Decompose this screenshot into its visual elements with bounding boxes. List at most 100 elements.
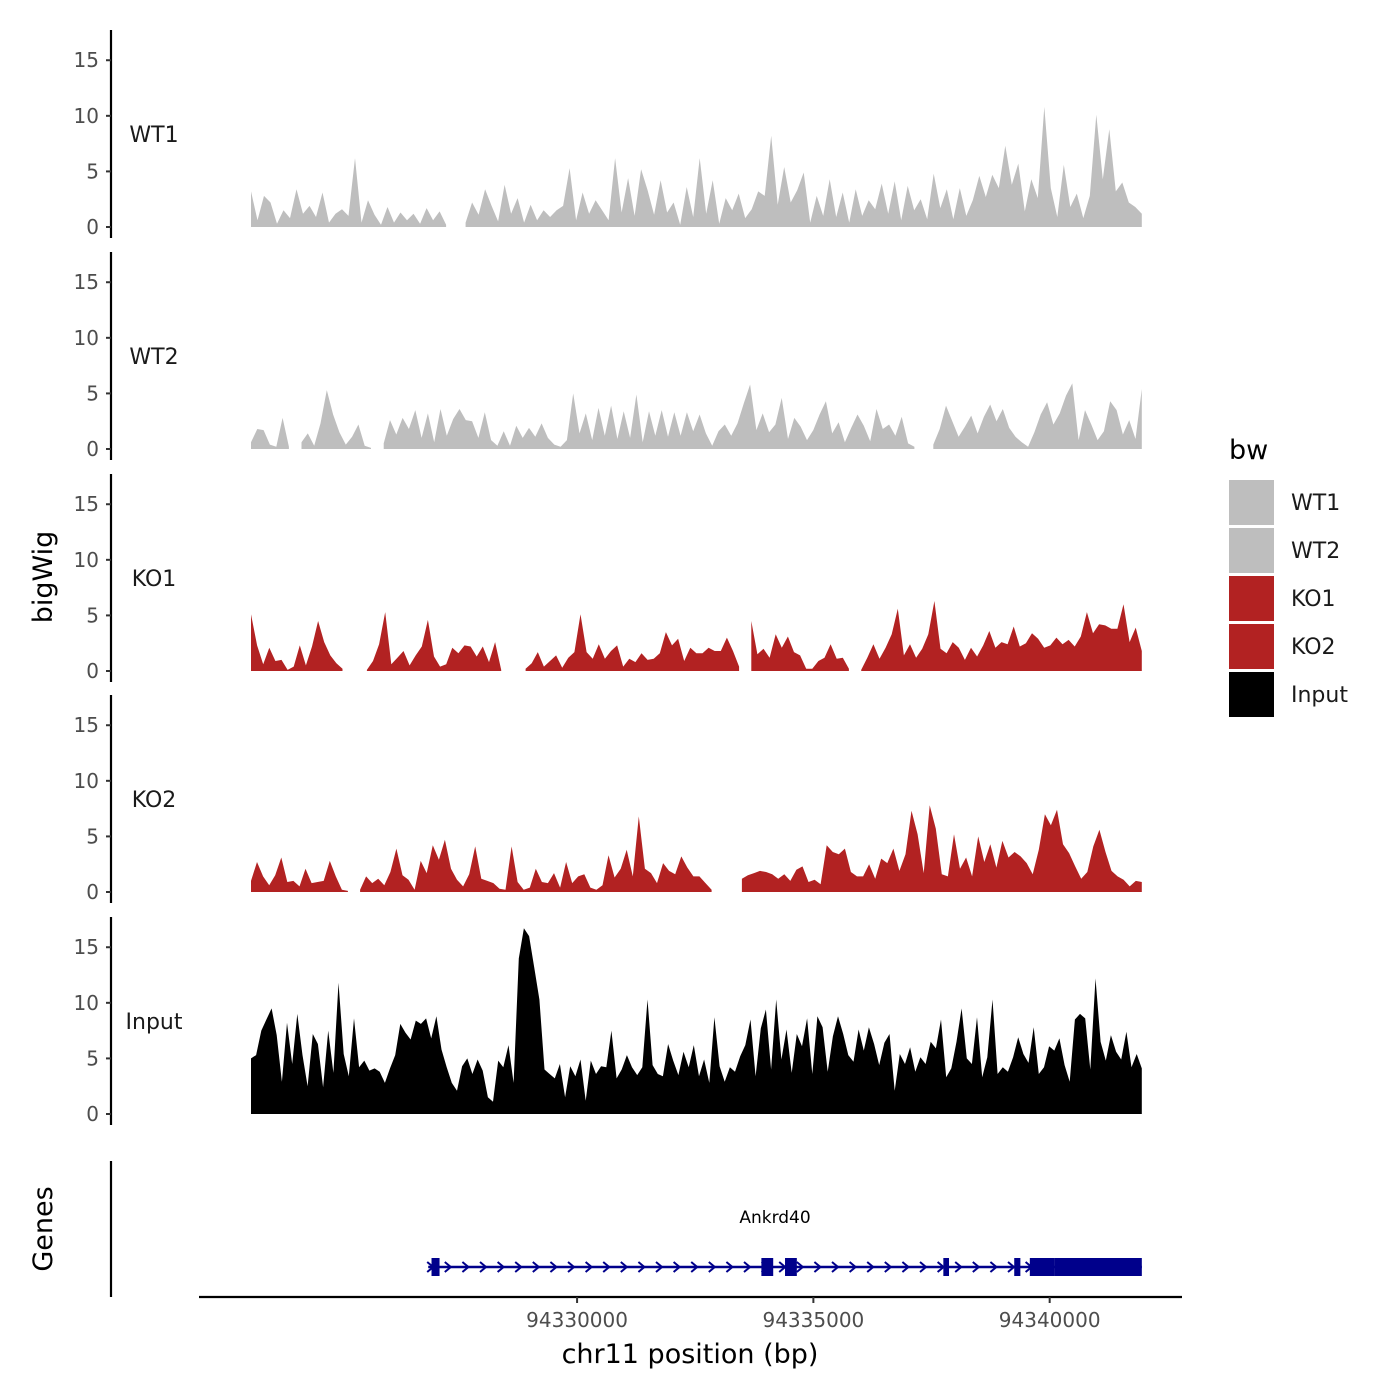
genes-panel: Genes Ankrd40: [28, 1161, 1142, 1297]
track-label: WT2: [129, 345, 178, 370]
legend-label: WT2: [1291, 539, 1340, 564]
strand-arrow: [620, 1261, 629, 1273]
legend-item-wt1: WT1: [1229, 480, 1340, 525]
track-label: WT1: [129, 123, 178, 148]
legend-title: bw: [1229, 435, 1268, 466]
strand-arrow: [848, 1261, 858, 1273]
legend-swatch: [1229, 672, 1274, 717]
coverage-area-ko2: [360, 816, 712, 892]
strand-arrow: [1007, 1261, 1016, 1273]
track-wt1: 0 5 10 15 WT1: [74, 30, 1142, 239]
strand-arrow: [972, 1261, 981, 1273]
legend-label: KO1: [1291, 587, 1336, 612]
strand-arrow: [602, 1261, 611, 1273]
legend-swatch: [1229, 528, 1274, 573]
y-tick-label: 0: [86, 215, 99, 239]
strand-arrow: [655, 1261, 664, 1273]
strand-arrow: [831, 1261, 840, 1273]
coverage-tracks: 0 5 10 15 WT1 0 5 10 15 WT2 0 5 10 15 KO1 0 5 10 15 KO2 0 5 10…: [74, 30, 1142, 1126]
strand-arrow: [532, 1261, 541, 1273]
strand-arrow: [514, 1261, 523, 1273]
y-tick-label: 10: [74, 991, 99, 1015]
y-tick-label: 10: [74, 548, 99, 572]
gene-exon: [1029, 1258, 1055, 1276]
strand-arrow: [725, 1261, 734, 1273]
strand-arrow: [461, 1261, 470, 1273]
y-tick-label: 5: [86, 824, 99, 848]
y-tick-label: 15: [74, 935, 99, 959]
legend-item-ko2: KO2: [1229, 624, 1336, 669]
x-ticks: 94330000 94335000 94340000: [526, 1297, 1101, 1332]
coverage-area-wt1: [251, 158, 447, 227]
strand-arrow: [672, 1261, 682, 1273]
coverage-area-wt1: [465, 106, 1142, 227]
x-axis: 94330000 94335000 94340000 chr11 position …: [199, 1295, 1182, 1370]
gene-exon: [943, 1258, 950, 1276]
strand-arrow: [919, 1261, 928, 1273]
y-tick-label: 10: [74, 326, 99, 350]
legend-swatch: [1229, 624, 1274, 669]
gene-exon: [1014, 1258, 1021, 1276]
legend-item-input: Input: [1229, 672, 1348, 717]
legend-label: KO2: [1291, 635, 1336, 660]
strand-arrow: [866, 1261, 875, 1273]
gene-exon: [1054, 1258, 1142, 1276]
strand-arrow: [901, 1261, 910, 1273]
strand-arrow: [549, 1261, 558, 1273]
y-axis-title: bigWig: [28, 531, 59, 624]
legend-item-wt2: WT2: [1229, 528, 1340, 573]
track-ko2: 0 5 10 15 KO2: [74, 695, 1142, 904]
y-tick-label: 5: [86, 381, 99, 405]
track-label: Input: [126, 1010, 183, 1035]
strand-arrow: [743, 1261, 752, 1273]
strand-arrow: [690, 1261, 699, 1273]
legend-swatch: [1229, 576, 1274, 621]
gene-label: Ankrd40: [739, 1208, 810, 1228]
coverage-area-ko1: [251, 614, 343, 671]
track-ko1: 0 5 10 15 KO1: [74, 474, 1142, 683]
strand-arrow: [637, 1261, 646, 1273]
legend: bw WT1 WT2 KO1 KO2 Input: [1229, 435, 1348, 717]
legend-label: WT1: [1291, 491, 1340, 516]
x-axis-title: chr11 position (bp): [562, 1339, 819, 1370]
legend-items: WT1 WT2 KO1 KO2 Input: [1229, 480, 1348, 717]
strand-arrow: [884, 1261, 893, 1273]
gene-exon: [785, 1258, 797, 1276]
track-label: KO1: [132, 567, 177, 592]
strand-arrow: [989, 1261, 998, 1273]
legend-swatch: [1229, 480, 1274, 525]
y-tick-label: 10: [74, 769, 99, 793]
gene-exon: [431, 1258, 440, 1276]
y-tick-label: 15: [74, 492, 99, 516]
strand-arrow: [708, 1261, 717, 1273]
y-tick-label: 0: [86, 1102, 99, 1126]
genes-title: Genes: [28, 1186, 59, 1271]
coverage-area-ko2: [741, 805, 1142, 892]
strand-arrow: [479, 1261, 488, 1273]
y-tick-label: 0: [86, 880, 99, 904]
coverage-area-ko1: [366, 612, 502, 671]
coverage-area-ko2: [251, 857, 348, 892]
y-tick-label: 0: [86, 437, 99, 461]
y-tick-label: 5: [86, 159, 99, 183]
coverage-area-input: [251, 928, 1142, 1114]
coverage-area-ko1: [525, 614, 740, 671]
gene-models: Ankrd40: [426, 1208, 1142, 1276]
strand-arrow: [584, 1261, 594, 1273]
strand-arrow: [567, 1261, 576, 1273]
coverage-area-wt2: [251, 417, 289, 449]
gene-ankrd40: Ankrd40: [426, 1208, 1142, 1276]
x-tick-label: 94330000: [526, 1308, 628, 1332]
coverage-area-wt2: [933, 383, 1142, 449]
gene-exon: [761, 1258, 774, 1276]
y-tick-label: 15: [74, 48, 99, 72]
legend-item-ko1: KO1: [1229, 576, 1336, 621]
coverage-area-ko1: [751, 621, 849, 671]
coverage-area-ko1: [861, 601, 1142, 671]
y-tick-label: 5: [86, 603, 99, 627]
coverage-area-wt2: [383, 384, 915, 449]
track-label: KO2: [132, 788, 177, 813]
y-tick-label: 10: [74, 104, 99, 128]
track-wt2: 0 5 10 15 WT2: [74, 252, 1142, 461]
